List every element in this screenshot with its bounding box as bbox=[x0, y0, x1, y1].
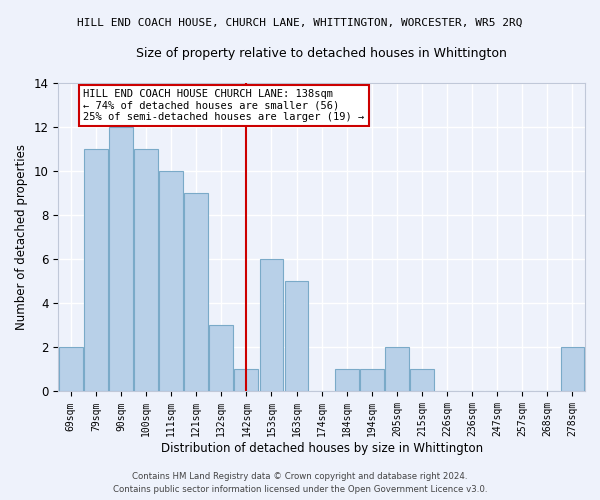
Bar bbox=[235, 370, 259, 392]
Text: Contains HM Land Registry data © Crown copyright and database right 2024.
Contai: Contains HM Land Registry data © Crown c… bbox=[113, 472, 487, 494]
Bar bbox=[335, 370, 359, 392]
Y-axis label: Number of detached properties: Number of detached properties bbox=[15, 144, 28, 330]
Title: Size of property relative to detached houses in Whittington: Size of property relative to detached ho… bbox=[136, 48, 507, 60]
X-axis label: Distribution of detached houses by size in Whittington: Distribution of detached houses by size … bbox=[161, 442, 483, 455]
Bar bbox=[410, 370, 434, 392]
Bar bbox=[284, 281, 308, 392]
Bar bbox=[109, 126, 133, 392]
Bar bbox=[209, 326, 233, 392]
Bar bbox=[560, 348, 584, 392]
Bar bbox=[59, 348, 83, 392]
Bar bbox=[385, 348, 409, 392]
Text: HILL END COACH HOUSE CHURCH LANE: 138sqm
← 74% of detached houses are smaller (5: HILL END COACH HOUSE CHURCH LANE: 138sqm… bbox=[83, 89, 365, 122]
Bar bbox=[134, 148, 158, 392]
Bar bbox=[360, 370, 384, 392]
Bar bbox=[184, 193, 208, 392]
Bar bbox=[84, 148, 108, 392]
Bar bbox=[260, 259, 283, 392]
Text: HILL END COACH HOUSE, CHURCH LANE, WHITTINGTON, WORCESTER, WR5 2RQ: HILL END COACH HOUSE, CHURCH LANE, WHITT… bbox=[77, 18, 523, 28]
Bar bbox=[159, 171, 183, 392]
